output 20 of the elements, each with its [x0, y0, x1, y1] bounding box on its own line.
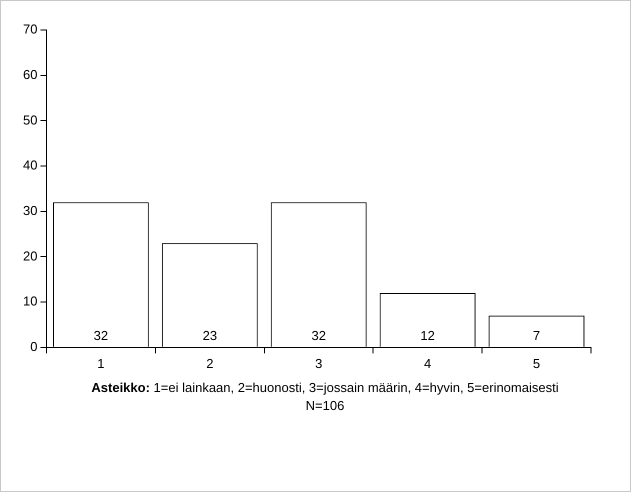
x-tick-label: 2 — [206, 356, 214, 371]
text: N=106 — [304, 397, 346, 415]
data-label: 23 — [202, 328, 218, 343]
y-tick-label: 60 — [22, 66, 38, 82]
data-label: 12 — [420, 328, 435, 343]
data-label: 32 — [311, 328, 326, 343]
x-tick-label: 1 — [97, 356, 105, 371]
y-tick-label: 0 — [30, 338, 38, 354]
data-label: 32 — [94, 328, 108, 343]
y-tick-label: 70 — [22, 22, 38, 37]
y-tick-label: 10 — [22, 294, 38, 309]
y-tick-label: 30 — [22, 202, 38, 218]
x-axis-title: Asteikko: 1=ei lainkaan, 2=huonosti, 3=jossain määrin, 4=hyvin, 5=erinomaisesti — [91, 380, 559, 395]
x-tick-label: 3 — [315, 356, 322, 371]
y-tick-label: 20 — [22, 248, 38, 264]
y-tick-label: 40 — [22, 158, 38, 173]
data-label: 7 — [532, 328, 540, 343]
x-tick-label: 5 — [532, 356, 540, 371]
y-tick-label: 50 — [22, 112, 38, 128]
x-tick-label: 4 — [424, 356, 432, 371]
